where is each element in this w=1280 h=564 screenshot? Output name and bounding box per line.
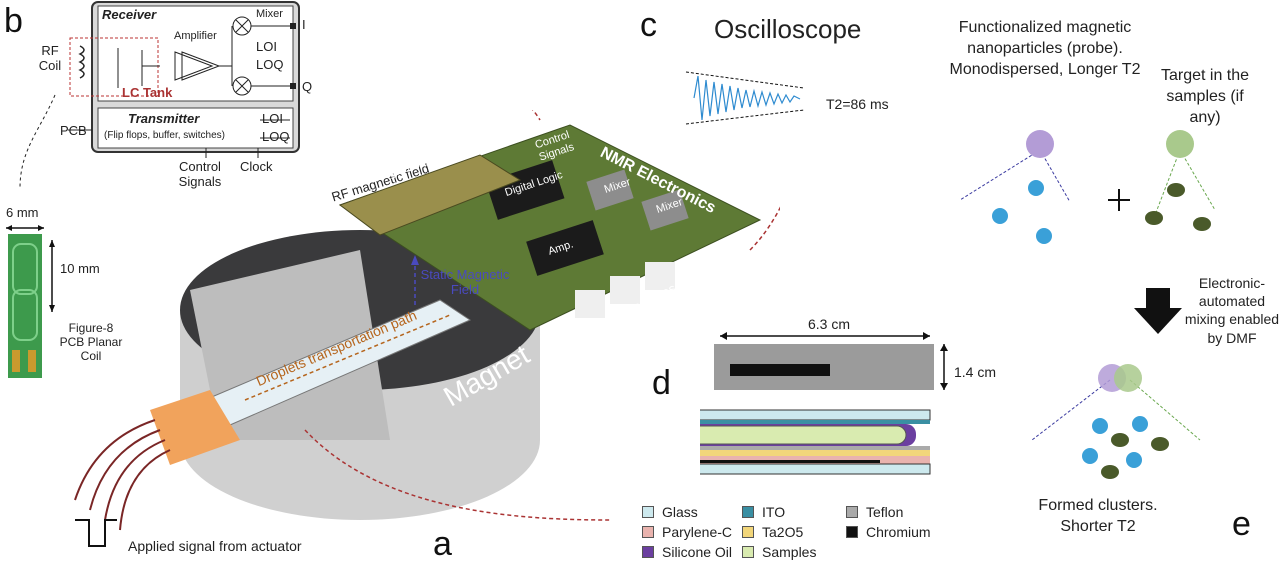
pcb-coil-photo (6, 225, 55, 378)
legend-swatch (642, 506, 654, 518)
legend-label: Parylene-C (662, 524, 733, 540)
t2-value-label: T2=86 ms (826, 96, 889, 112)
coil-height-label: 10 mm (60, 261, 100, 276)
panel-c-letter: c (640, 6, 657, 44)
lo-i-label-rx: LOI (256, 39, 277, 54)
legend-item: ITO (742, 504, 785, 520)
legend-label: Ta2O5 (762, 524, 804, 540)
legend-item: Parylene-C (642, 524, 732, 540)
legend-label: Samples (762, 544, 817, 560)
legend-item: Teflon (846, 504, 903, 520)
mixer-label: Mixer (256, 8, 283, 20)
panel-e-letter: e (1232, 505, 1251, 543)
transmitter-label: Transmitter (128, 111, 200, 126)
legend-label: Glass (662, 504, 698, 520)
legend-swatch (742, 506, 754, 518)
legend-swatch (846, 526, 858, 538)
particles-before-mixing (959, 130, 1216, 244)
transmitter-sub-label: (Flip flops, buffer, switches) (104, 130, 225, 141)
output-i-label: I (302, 17, 306, 32)
legend-item: Chromium (846, 524, 931, 540)
lo-i-label-tx: LOI (262, 111, 283, 126)
legend-item: Silicone Oil (642, 544, 732, 560)
mixing-description: Electronic-automated mixing enabled by D… (1184, 275, 1280, 346)
setup-illustration (74, 110, 780, 547)
legend-swatch (846, 506, 858, 518)
rf-coil-label: RF Coil (38, 43, 62, 73)
chip-width-label: 6.3 cm (808, 316, 851, 332)
lo-q-label-tx: LOQ (262, 129, 290, 144)
actuator-signal-label: Applied signal from actuator (128, 538, 302, 554)
target-description: Target in the samples (if any) (1160, 67, 1250, 126)
legend-label: ITO (762, 504, 786, 520)
legend-label: Silicone Oil (662, 544, 733, 560)
static-field-label: Static Magnetic Field (420, 267, 510, 297)
coil-caption: Figure-8 PCB Planar Coil (59, 321, 123, 363)
chip-photo-and-section (700, 332, 948, 475)
output-q-label: Q (302, 79, 313, 94)
legend-swatch (742, 526, 754, 538)
pcb-label: PCB (60, 123, 87, 138)
mixing-arrow-icon (1134, 288, 1182, 334)
clock-label: Clock (240, 159, 273, 174)
result-description: Formed clusters. Shorter T2 (1038, 497, 1158, 535)
amplifier-label: Amplifier (174, 30, 217, 42)
oscilloscope-title: Oscilloscope (714, 14, 862, 44)
fid-signal-plot (685, 71, 805, 125)
coil-width-label: 6 mm (6, 205, 39, 220)
legend-label: Teflon (866, 504, 904, 520)
legend-swatch (742, 546, 754, 558)
clusters-after-mixing (1031, 364, 1201, 479)
panel-a-letter: a (433, 525, 452, 563)
receiver-label: Receiver (102, 7, 157, 22)
legend-item: Ta2O5 (742, 524, 803, 540)
legend-swatch (642, 526, 654, 538)
lo-q-label-rx: LOQ (256, 57, 284, 72)
lc-tank-label: LC Tank (122, 85, 173, 100)
chip-height-label: 1.4 cm (954, 364, 997, 380)
probe-description: Functionalized magnetic nanoparticles (p… (949, 19, 1141, 78)
legend-swatch (642, 546, 654, 558)
legend-item: Samples (742, 544, 816, 560)
legend-item: Glass (642, 504, 698, 520)
panel-b-letter: b (4, 2, 23, 40)
circuit-diagram (19, 1, 300, 189)
panel-d-letter: d (652, 364, 671, 402)
control-signals-label: Control Signals (178, 159, 222, 189)
legend-label: Chromium (866, 524, 931, 540)
